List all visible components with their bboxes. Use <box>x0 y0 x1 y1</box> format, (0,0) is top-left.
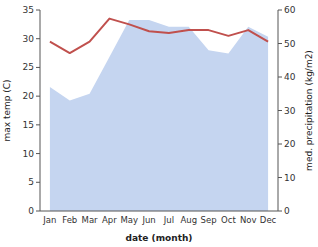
y2-tick-label: 0 <box>284 206 290 216</box>
x-tick-label: Jul <box>163 215 174 225</box>
x-tick-label: Jun <box>141 215 155 225</box>
y-tick <box>36 124 40 125</box>
y2-axis-title: med. precipitation (kg/m2) <box>304 50 314 171</box>
y-tick-label: 15 <box>23 120 34 130</box>
y-tick-label: 25 <box>23 62 34 72</box>
y-axis-title: max temp (C) <box>2 79 12 141</box>
y2-tick <box>278 10 282 11</box>
x-tick-label: Apr <box>102 215 117 225</box>
y2-tick <box>278 110 282 111</box>
y-tick-label: 35 <box>23 5 34 15</box>
x-tick-label: Oct <box>221 215 236 225</box>
y2-tick-label: 10 <box>284 173 296 183</box>
x-axis-title: date (month) <box>126 233 193 243</box>
x-tick-label: Dec <box>260 215 277 225</box>
y2-tick <box>278 77 282 78</box>
y-tick-label: 10 <box>23 149 35 159</box>
x-tick-label: Feb <box>62 215 77 225</box>
y-tick <box>36 182 40 183</box>
x-tick-label: Mar <box>82 215 99 225</box>
y-tick <box>36 153 40 154</box>
x-tick-label: May <box>120 215 138 225</box>
y-tick <box>36 96 40 97</box>
y2-tick-label: 20 <box>284 139 296 149</box>
y-tick <box>36 211 40 212</box>
y-tick <box>36 67 40 68</box>
y2-tick-label: 60 <box>284 5 296 15</box>
precip-area <box>50 20 268 211</box>
y2-tick <box>278 43 282 44</box>
temp-line <box>50 19 268 53</box>
x-tick-label: Aug <box>180 215 197 225</box>
y2-tick <box>278 177 282 178</box>
y2-tick-label: 40 <box>284 72 296 82</box>
y2-tick <box>278 144 282 145</box>
y-tick <box>36 10 40 11</box>
y-axis-line <box>40 10 41 211</box>
chart: 0 5 10 15 20 25 30 35 0 10 20 30 40 50 60 Jan Feb MarAprM… <box>0 0 318 247</box>
y-tick-label: 30 <box>23 34 35 44</box>
x-tick-label: Sep <box>201 215 217 225</box>
x-axis-line <box>40 211 278 212</box>
y2-tick-label: 30 <box>284 106 296 116</box>
x-tick-label: Jan <box>42 215 56 225</box>
y2-tick <box>278 211 282 212</box>
x-tick-label: Nov <box>240 215 257 225</box>
marks <box>50 19 268 211</box>
y-tick-label: 5 <box>28 177 34 187</box>
y-tick <box>36 38 40 39</box>
y2-tick-label: 50 <box>284 39 296 49</box>
y-tick-label: 0 <box>28 206 34 216</box>
y-tick-label: 20 <box>23 91 35 101</box>
